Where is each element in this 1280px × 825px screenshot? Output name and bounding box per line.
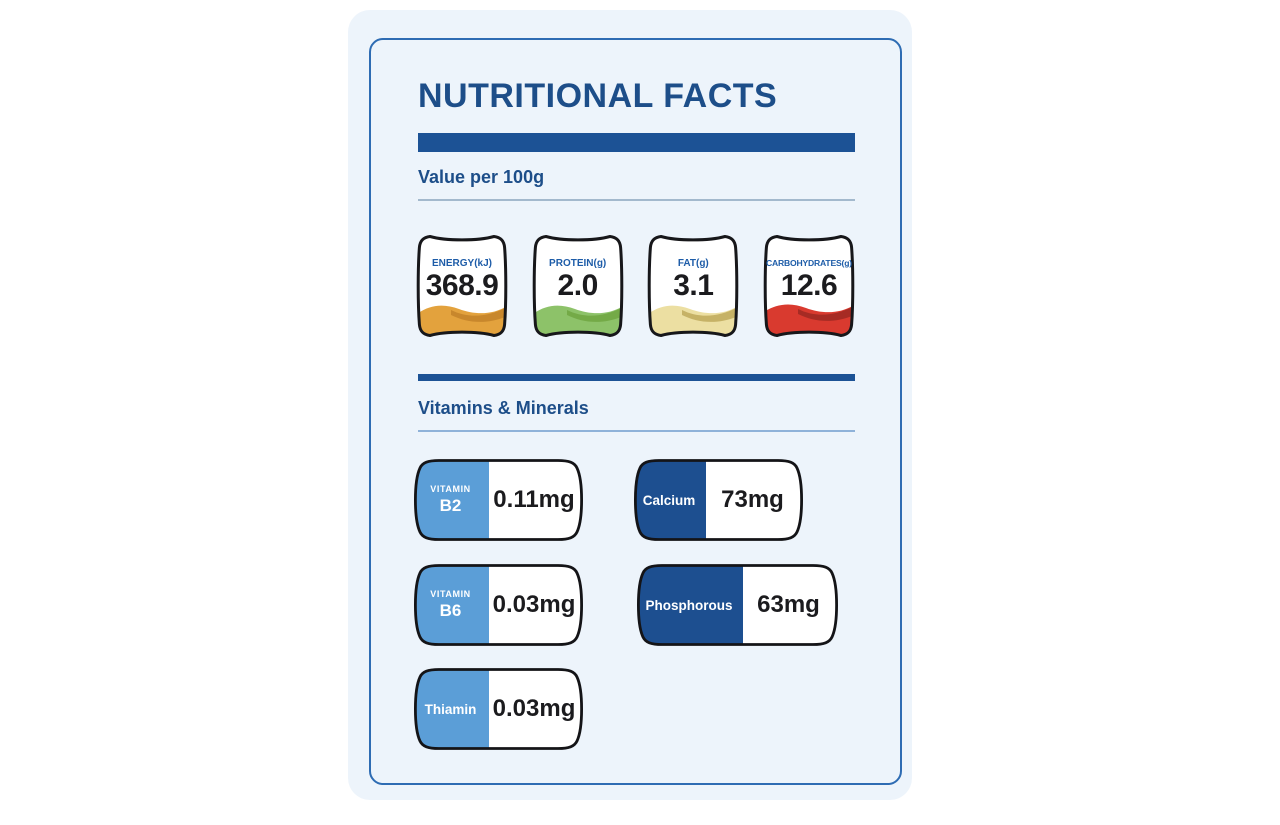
- nutrient-pill-calcium: Calcium 73mg: [632, 457, 805, 543]
- serving-size-label: Value per 100g: [418, 167, 545, 187]
- pill-color-block: [638, 565, 743, 645]
- liquid-fill: [765, 304, 853, 336]
- jar-icon: [648, 234, 739, 338]
- liquid-wave-dark: [797, 306, 853, 321]
- nutrient-value: 0.11mg: [493, 486, 575, 513]
- liquid-wave-dark: [682, 307, 738, 322]
- nutrient-label-area: VITAMIN B6: [412, 562, 489, 648]
- nutrient-pill-thiamin: Thiamin 0.03mg: [412, 666, 585, 752]
- vitamins-minerals-heading: Vitamins & Minerals: [418, 398, 589, 418]
- macro-name: CARBOHYDRATES(g): [766, 258, 852, 268]
- macro-jar-fat: FAT(g) 3.1: [646, 232, 740, 340]
- pill-icon: [633, 459, 804, 541]
- nutrient-pill-phosphorous: Phosphorous 63mg: [635, 562, 840, 648]
- nutrient-value: 63mg: [757, 591, 820, 618]
- macro-value: 3.1: [673, 269, 714, 302]
- macro-jar-energy: ENERGY(kJ) 368.9: [415, 232, 509, 340]
- jar-icon: [532, 234, 623, 338]
- liquid-wave-dark: [566, 307, 622, 322]
- pill-color-block: [415, 669, 489, 749]
- nutrient-pill-vitamin-b2: VITAMIN B2 0.11mg: [412, 457, 585, 543]
- macro-name: FAT(g): [677, 258, 709, 269]
- nutrient-label-top: VITAMIN: [430, 589, 471, 599]
- nutrition-panel: NUTRITIONAL FACTS Value per 100g ENERGY(…: [369, 38, 902, 785]
- macro-jar-carbohydrates: CARBOHYDRATES(g) 12.6: [762, 232, 856, 340]
- nutrient-label-area: Phosphorous: [635, 562, 743, 648]
- nutrient-value: 0.03mg: [492, 695, 576, 722]
- title-underline-bar: [418, 133, 855, 152]
- nutrition-card: NUTRITIONAL FACTS Value per 100g ENERGY(…: [348, 10, 912, 800]
- macro-value: 368.9: [425, 269, 499, 302]
- nutrient-value: 0.03mg: [492, 591, 576, 618]
- nutrient-label-area: Thiamin: [412, 666, 489, 752]
- macro-jars-row: ENERGY(kJ) 368.9 PROTEIN(g) 2.0: [415, 232, 856, 340]
- macro-value: 2.0: [557, 269, 599, 302]
- liquid-fill: [533, 305, 622, 336]
- jar-icon: [763, 234, 855, 338]
- nutrient-label-top: VITAMIN: [430, 484, 471, 494]
- section-divider-line: [418, 430, 855, 432]
- pill-icon: [413, 564, 584, 646]
- pill-color-block: [415, 460, 489, 540]
- section-divider-bar: [418, 374, 855, 381]
- nutrient-pill-vitamin-b6: VITAMIN B6 0.03mg: [412, 562, 585, 648]
- serving-divider-line: [418, 199, 855, 201]
- liquid-wave-dark: [451, 307, 506, 322]
- pill-icon: [636, 564, 839, 646]
- nutrient-label-area: Calcium: [632, 457, 706, 543]
- jar-icon: [416, 234, 508, 338]
- nutrient-label-area: VITAMIN B2: [412, 457, 489, 543]
- liquid-fill: [649, 305, 738, 336]
- nutrient-label: Thiamin: [424, 701, 477, 717]
- macro-name: ENERGY(kJ): [431, 258, 492, 269]
- nutrient-value: 73mg: [721, 486, 784, 513]
- liquid-fill: [418, 305, 506, 336]
- pill-icon: [413, 459, 584, 541]
- macro-value: 12.6: [780, 269, 838, 302]
- pill-color-block: [415, 565, 489, 645]
- macro-jar-protein: PROTEIN(g) 2.0: [531, 232, 625, 340]
- pill-color-block: [635, 460, 706, 540]
- nutrient-label: Calcium: [642, 492, 696, 508]
- pill-icon: [413, 668, 584, 750]
- page-title: NUTRITIONAL FACTS: [418, 77, 778, 115]
- nutrient-label: B2: [439, 496, 462, 515]
- nutrient-label: Phosphorous: [645, 597, 733, 613]
- nutrient-label: B6: [439, 601, 462, 620]
- macro-name: PROTEIN(g): [549, 258, 607, 269]
